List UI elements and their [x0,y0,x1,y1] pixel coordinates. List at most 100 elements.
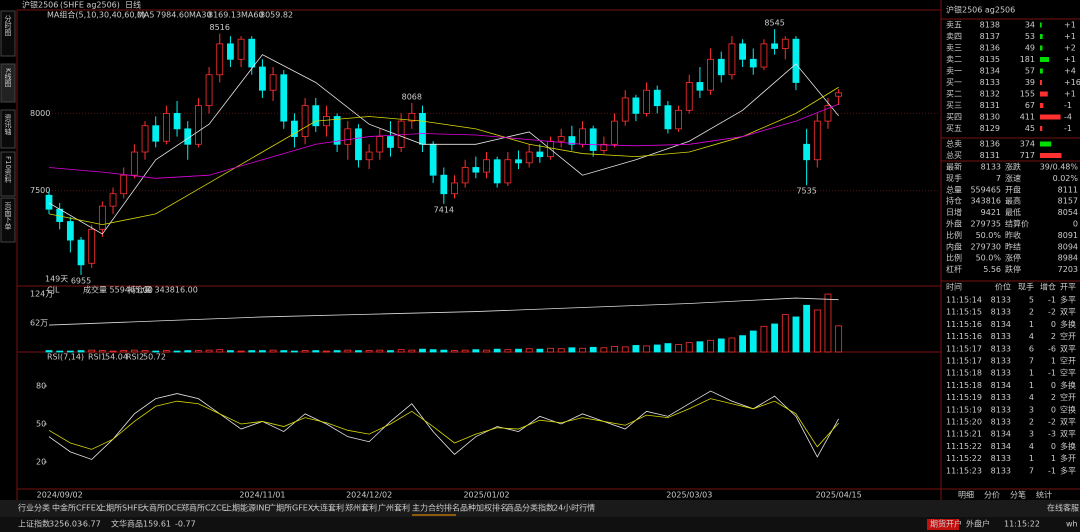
bottom-tab[interactable]: 大商所DCE [141,503,182,513]
candle-body [429,143,437,176]
candle-body [291,120,298,137]
ma-line [48,54,839,235]
sidebar-tab-label[interactable]: F10资料 [4,156,12,184]
tick-cell: 空换 [1060,404,1076,414]
candle-body [440,174,448,195]
stat-value: 0 [1073,220,1078,229]
book-change: -1 [1064,124,1072,133]
book-qty: 39 [1025,78,1035,87]
candle-body [557,136,565,142]
tick-cell: 8133 [991,454,1011,463]
book-change: +1 [1064,90,1076,99]
bottom-tab[interactable]: 上期能源INE [224,503,269,513]
volume-bar [493,348,501,353]
sidebar-tab[interactable] [0,151,16,197]
tick-cell: -2 [1048,308,1056,317]
total-qty: 374 [1020,140,1035,149]
panel-tab[interactable]: 分价 [984,491,1000,500]
candle-body [280,74,288,122]
bottom-tab[interactable]: 24小时行情 [553,503,595,513]
stat-value: 0.02% [1053,174,1079,183]
candle-body [312,105,320,127]
tick-cell: 空平 [1060,368,1076,378]
panel-tab[interactable]: 明细 [958,490,974,500]
rsi-legend-value: 54.04 [105,353,128,362]
volume-bar [109,350,117,353]
candle-body [259,66,266,91]
volume-bar [643,345,650,353]
sidebar-tab-label[interactable]: K线图 [4,68,12,88]
bottom-tab[interactable]: 中金所CFFEX [52,503,102,513]
candle-body [835,92,843,97]
book-label: 买二 [946,90,962,99]
tick-cell: 0 [1051,381,1056,390]
bottom-tab[interactable]: 行业分类 [18,503,50,513]
quote-title: 沪银2506 ag2506 [946,5,1015,15]
foreign-button[interactable]: 外盘户 [966,519,990,529]
book-bar [1040,91,1048,97]
candle-body [88,228,96,264]
instrument: 沪银2506 [22,0,58,10]
oi-label: 持仓量 343816.00 [128,285,198,295]
volume-bar [835,325,843,353]
sidebar-tab-label[interactable]: 资讯轴 [4,113,12,136]
sidebar-tab-label[interactable]: 分时图 [4,14,12,37]
panel-tab[interactable]: 分笔 [1010,490,1026,500]
y-tick-label: 62万 [30,319,48,328]
bottom-tab[interactable]: 大连套利 [312,503,344,513]
tick-cell: 8134 [991,381,1011,390]
candle-body [664,105,672,130]
candle-body [120,174,128,195]
book-qty: 49 [1025,44,1035,53]
tick-cell: 11:15:16 [946,320,982,329]
bottom-tab[interactable]: 郑州套利 [345,503,377,513]
panel-tab[interactable]: 统计 [1036,490,1052,500]
sidebar-tab[interactable] [0,109,16,149]
sidebar-tab[interactable] [0,63,16,103]
volume-bar [194,350,202,353]
stat-value: 8054 [1058,208,1078,217]
sidebar-tab-label[interactable]: 页面下单 [4,202,12,231]
bottom-tab[interactable]: 上期所SHFE [98,503,143,513]
book-bar [1040,80,1042,85]
bottom-tab[interactable]: 郑商所CZCE [181,503,227,513]
volume-bar [739,335,746,353]
book-price: 8132 [980,90,1000,99]
sidebar-tab[interactable] [0,10,16,57]
bottom-tab[interactable]: 品种加权排名 [460,503,508,513]
index-name: 文华商品 [111,519,143,529]
tick-cell: 2 [1051,332,1056,341]
book-label: 卖四 [946,32,962,41]
bottom-tab[interactable]: 广期所GFEX [268,503,314,513]
volume-bar [515,348,522,353]
sidebar-tab[interactable] [0,197,16,243]
candle-body [227,43,234,60]
ma-legend-value: 7984.60 [156,11,189,20]
tick-cell: 1 [1029,454,1034,463]
volume-bar [323,350,330,353]
candle-body [451,182,458,195]
book-bar [1040,34,1043,39]
stat-label: 开盘 [1005,184,1021,194]
bottom-tab[interactable]: 广州套利 [378,503,410,513]
period[interactable]: 日线 [125,0,141,10]
tick-cell: -2 [1048,418,1056,427]
tick-cell: 0 [1051,442,1056,451]
service-link[interactable]: 在线客服 [1047,503,1079,513]
candle-body [643,89,650,114]
candle-body [781,38,789,49]
volume-bar [611,345,618,353]
book-qty: 57 [1025,67,1035,76]
bottom-tab[interactable]: 主力合约排名 [412,503,460,513]
candle-body [323,116,330,127]
volume-bar [472,349,480,353]
bottom-tab[interactable]: 商品分类指数 [506,503,554,513]
candle-body [45,194,53,210]
book-bar [1040,57,1050,62]
account-button[interactable]: 期货开户 [930,519,962,529]
book-change: -1 [1064,101,1072,110]
candle-body [621,97,629,122]
stat-label: 持仓 [946,196,962,206]
volume-bar [387,350,394,353]
book-qty: 181 [1020,55,1035,64]
